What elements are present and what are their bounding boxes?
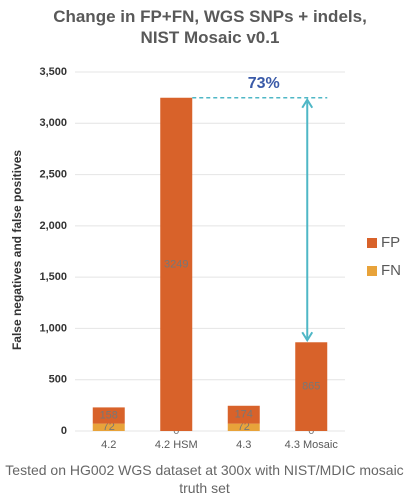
y-tick-label: 0 (61, 425, 67, 437)
bar-segment (227, 423, 260, 431)
x-tick-label: 4.3 Mosaic (285, 439, 339, 451)
bar-segment (92, 423, 125, 431)
annotation: 73% (248, 75, 280, 92)
data-label: 158 (100, 409, 118, 421)
y-tick-label: 1,500 (39, 271, 67, 283)
y-tick-label: 2,500 (39, 168, 67, 180)
legend-label: FN (381, 262, 401, 279)
legend-swatch (367, 238, 377, 248)
chart: False negatives and false positives 0 500… (10, 66, 401, 451)
data-label: 174 (235, 409, 253, 421)
y-tick-label: 1,000 (39, 322, 67, 334)
chart-title: Change in FP+FN, WGS SNPs + indels, NIST… (53, 7, 367, 47)
legend-swatch (367, 266, 377, 276)
y-axis-label: False negatives and false positives (10, 150, 24, 350)
y-tick-label: 500 (49, 374, 67, 386)
arrow-head (301, 331, 314, 343)
legend-label: FP (381, 234, 400, 251)
y-tick-label: 3,000 (39, 117, 67, 129)
data-label: 3249 (164, 258, 188, 270)
y-tick-label: 2,000 (39, 220, 67, 232)
bar-segment (295, 342, 328, 431)
bar-segment (227, 405, 260, 424)
x-tick-label: 4.3 (236, 439, 251, 451)
data-label: 72 (103, 421, 115, 433)
caption: Tested on HG002 WGS dataset at 300x with… (5, 462, 404, 496)
arrow-head (301, 97, 314, 109)
x-tick-label: 4.2 HSM (155, 439, 198, 451)
y-tick-label: 3,500 (39, 66, 67, 78)
bar-segment (160, 97, 193, 432)
data-label: 72 (238, 421, 250, 433)
data-label: 865 (302, 381, 320, 393)
x-tick-label: 4.2 (101, 439, 116, 451)
bar-segment (92, 407, 125, 424)
